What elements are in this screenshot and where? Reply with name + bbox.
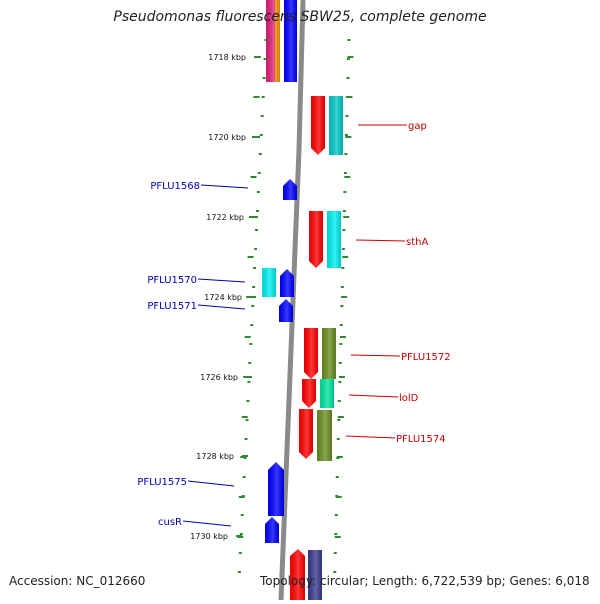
gene-PFLU1575[interactable]: [268, 462, 284, 516]
gene-lolD-aqua[interactable]: [320, 379, 334, 408]
ruler-label: 1724 kbp: [204, 293, 242, 302]
gene-partial-bottom-slate[interactable]: [308, 550, 322, 600]
ruler-label: 1718 kbp: [208, 53, 246, 62]
ruler-label: 1728 kbp: [196, 452, 234, 461]
gene-label-left[interactable]: cusR: [158, 517, 182, 528]
gene-label-left[interactable]: PFLU1570: [147, 275, 197, 286]
gene-labels-right: gap sthA PFLU1572 lolD PFLU1574: [345, 121, 451, 445]
gene-label-left[interactable]: PFLU1568: [150, 181, 200, 192]
ruler: 1718 kbp 1720 kbp 1722 kbp 1724 kbp 1726 kbp…: [190, 53, 260, 541]
gene-PFLU1570-blue[interactable]: [280, 269, 294, 297]
ruler-label: 1720 kbp: [208, 133, 246, 142]
gene-leader-line: [345, 435, 396, 439]
gene-leader-line: [348, 394, 399, 398]
gene-sthA-cyan[interactable]: [327, 211, 341, 268]
gene-partial-top[interactable]: [266, 0, 280, 82]
gene-label-right[interactable]: lolD: [399, 393, 419, 404]
gene-label-right[interactable]: PFLU1574: [396, 434, 446, 445]
ruler-label: 1722 kbp: [206, 213, 244, 222]
accession-text: Accession: NC_012660: [9, 574, 146, 588]
ruler-label: 1730 kbp: [190, 532, 228, 541]
gene-label-right[interactable]: gap: [408, 121, 427, 132]
gene-PFLU1570-cyan[interactable]: [262, 268, 276, 297]
gene-PFLU1568[interactable]: [283, 179, 297, 200]
gene-label-right[interactable]: sthA: [406, 237, 428, 248]
genome-backbone: [278, 0, 306, 601]
gene-leader-line: [355, 239, 406, 242]
genome-title: Pseudomonas fluorescens SBW25, complete …: [113, 9, 487, 25]
gene-lolD-red[interactable]: [302, 379, 316, 408]
gene-label-left[interactable]: PFLU1575: [137, 477, 187, 488]
gene-sthA-red[interactable]: [309, 211, 323, 268]
gene-leader-line: [182, 520, 232, 527]
ruler-label: 1726 kbp: [200, 373, 238, 382]
gene-label-left[interactable]: PFLU1571: [147, 301, 197, 312]
gene-leader-line: [187, 480, 235, 487]
gene-labels-left: PFLU1568 PFLU1570 PFLU1571 PFLU1575 cusR: [137, 181, 249, 528]
gene-leader-line: [197, 304, 246, 310]
gene-PFLU1574-red[interactable]: [299, 409, 313, 459]
gene-partial-top-blue[interactable]: [284, 0, 297, 82]
gene-gap-cyan[interactable]: [329, 96, 343, 155]
gene-PFLU1572-olive[interactable]: [322, 328, 336, 379]
gene-leader-line: [350, 354, 401, 357]
gene-PFLU1571[interactable]: [279, 299, 293, 322]
gene-partial-bottom-red[interactable]: [290, 549, 305, 600]
gene-leader-line: [200, 184, 249, 189]
gene-gap-red[interactable]: [311, 96, 325, 155]
gene-label-right[interactable]: PFLU1572: [401, 352, 451, 363]
gene-leader-line: [197, 278, 246, 283]
gene-PFLU1572-red[interactable]: [304, 328, 318, 379]
topology-text: Topology: circular; Length: 6,722,539 bp…: [260, 574, 590, 588]
gene-PFLU1574-olive[interactable]: [317, 410, 332, 461]
gene-cusR[interactable]: [265, 517, 279, 543]
